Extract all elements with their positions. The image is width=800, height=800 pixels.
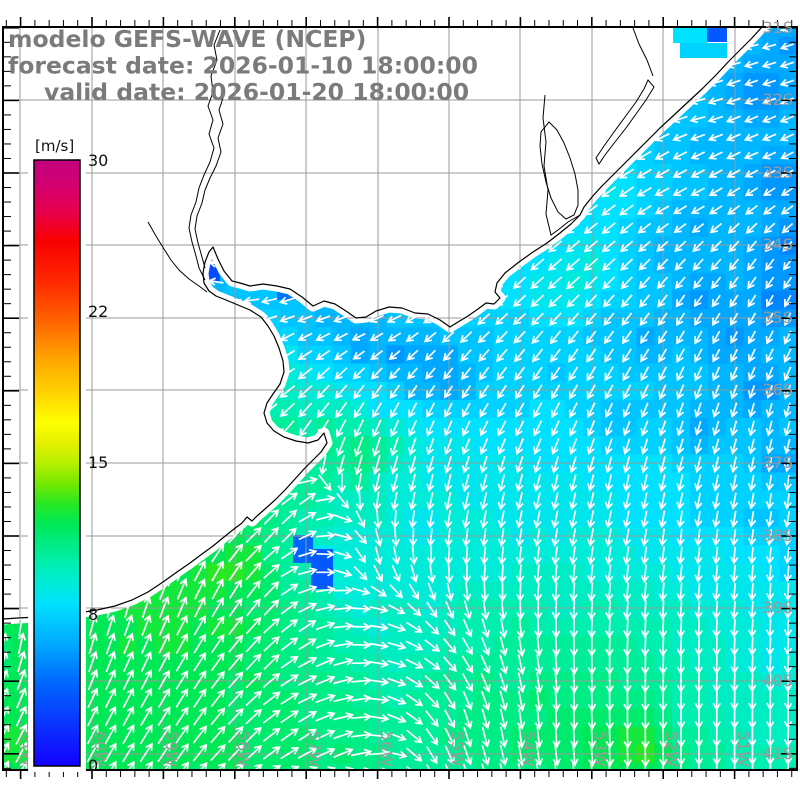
svg-text:36S: 36S bbox=[762, 380, 793, 399]
svg-text:8: 8 bbox=[88, 605, 98, 624]
svg-text:55W: 55W bbox=[448, 731, 467, 767]
svg-text:32S: 32S bbox=[762, 90, 793, 109]
svg-text:53W: 53W bbox=[591, 731, 610, 767]
svg-text:52W: 52W bbox=[662, 731, 681, 767]
colorbar-unit-label: [m/s] bbox=[35, 137, 74, 155]
title-model-line: modelo GEFS-WAVE (NCEP) bbox=[8, 25, 366, 53]
svg-text:39S: 39S bbox=[762, 598, 793, 617]
svg-text:22: 22 bbox=[88, 302, 108, 321]
svg-text:59W: 59W bbox=[162, 731, 181, 767]
title-block: modelo GEFS-WAVE (NCEP) forecast date: 2… bbox=[8, 25, 478, 106]
svg-text:57W: 57W bbox=[305, 731, 324, 767]
coastline-rivers-borders bbox=[3, 27, 763, 620]
lagoon-water-cells bbox=[673, 28, 727, 58]
svg-text:56W: 56W bbox=[377, 731, 396, 767]
colorbar: [m/s] 30 22 15 8 0 bbox=[28, 137, 108, 775]
title-valid-line: valid date: 2026-01-20 18:00:00 bbox=[44, 78, 469, 106]
svg-text:51W: 51W bbox=[734, 731, 753, 767]
svg-text:0: 0 bbox=[88, 756, 98, 775]
svg-text:35S: 35S bbox=[762, 308, 793, 327]
svg-text:34S: 34S bbox=[762, 235, 793, 254]
svg-text:30: 30 bbox=[88, 151, 108, 170]
svg-text:37S: 37S bbox=[762, 453, 793, 472]
svg-text:38S: 38S bbox=[762, 526, 793, 545]
svg-text:33S: 33S bbox=[762, 163, 793, 182]
svg-text:40S: 40S bbox=[762, 671, 793, 690]
svg-text:15: 15 bbox=[88, 453, 108, 472]
svg-text:54W: 54W bbox=[519, 731, 538, 767]
svg-text:58W: 58W bbox=[234, 731, 253, 767]
svg-text:31S: 31S bbox=[762, 18, 793, 37]
map-frame-and-ticks bbox=[2, 17, 798, 779]
svg-text:60W: 60W bbox=[91, 731, 110, 767]
svg-text:41S: 41S bbox=[762, 744, 793, 763]
title-forecast-line: forecast date: 2026-01-10 18:00:00 bbox=[8, 52, 478, 80]
